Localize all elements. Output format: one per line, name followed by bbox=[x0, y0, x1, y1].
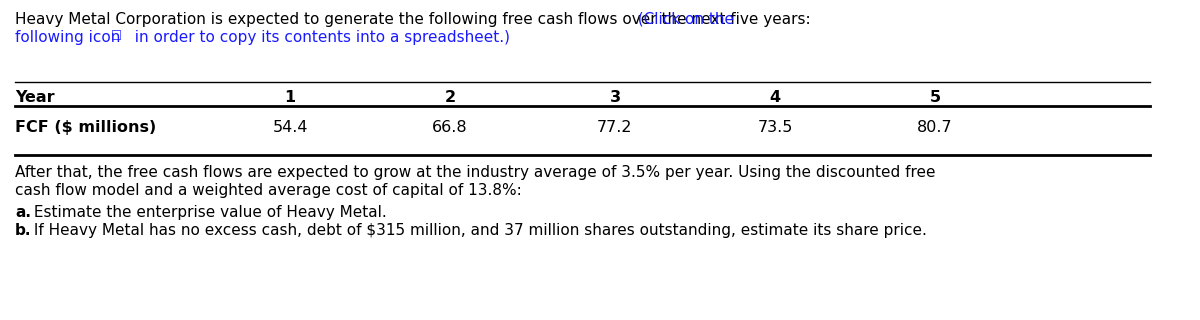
Text: cash flow model and a weighted average cost of capital of 13.8%:: cash flow model and a weighted average c… bbox=[14, 183, 522, 198]
Text: following icon: following icon bbox=[14, 30, 125, 45]
Text: If Heavy Metal has no excess cash, debt of $315 million, and 37 million shares o: If Heavy Metal has no excess cash, debt … bbox=[29, 223, 926, 238]
Text: in order to copy its contents into a spreadsheet.): in order to copy its contents into a spr… bbox=[125, 30, 510, 45]
Text: 4: 4 bbox=[769, 90, 780, 105]
Text: 1: 1 bbox=[284, 90, 295, 105]
Text: (Click on the: (Click on the bbox=[628, 12, 734, 27]
Text: Year: Year bbox=[14, 90, 55, 105]
Text: 5: 5 bbox=[930, 90, 941, 105]
Text: 3: 3 bbox=[610, 90, 620, 105]
Text: 54.4: 54.4 bbox=[272, 120, 307, 135]
Text: 2: 2 bbox=[444, 90, 456, 105]
Text: After that, the free cash flows are expected to grow at the industry average of : After that, the free cash flows are expe… bbox=[14, 165, 936, 180]
Text: a.: a. bbox=[14, 205, 31, 220]
Text: 77.2: 77.2 bbox=[598, 120, 632, 135]
Text: Heavy Metal Corporation is expected to generate the following free cash flows ov: Heavy Metal Corporation is expected to g… bbox=[14, 12, 811, 27]
Text: □: □ bbox=[112, 28, 122, 41]
Text: Estimate the enterprise value of Heavy Metal.: Estimate the enterprise value of Heavy M… bbox=[29, 205, 386, 220]
Text: 80.7: 80.7 bbox=[917, 120, 953, 135]
Text: b.: b. bbox=[14, 223, 31, 238]
Text: 66.8: 66.8 bbox=[432, 120, 468, 135]
Text: FCF ($ millions): FCF ($ millions) bbox=[14, 120, 156, 135]
Text: 73.5: 73.5 bbox=[757, 120, 793, 135]
